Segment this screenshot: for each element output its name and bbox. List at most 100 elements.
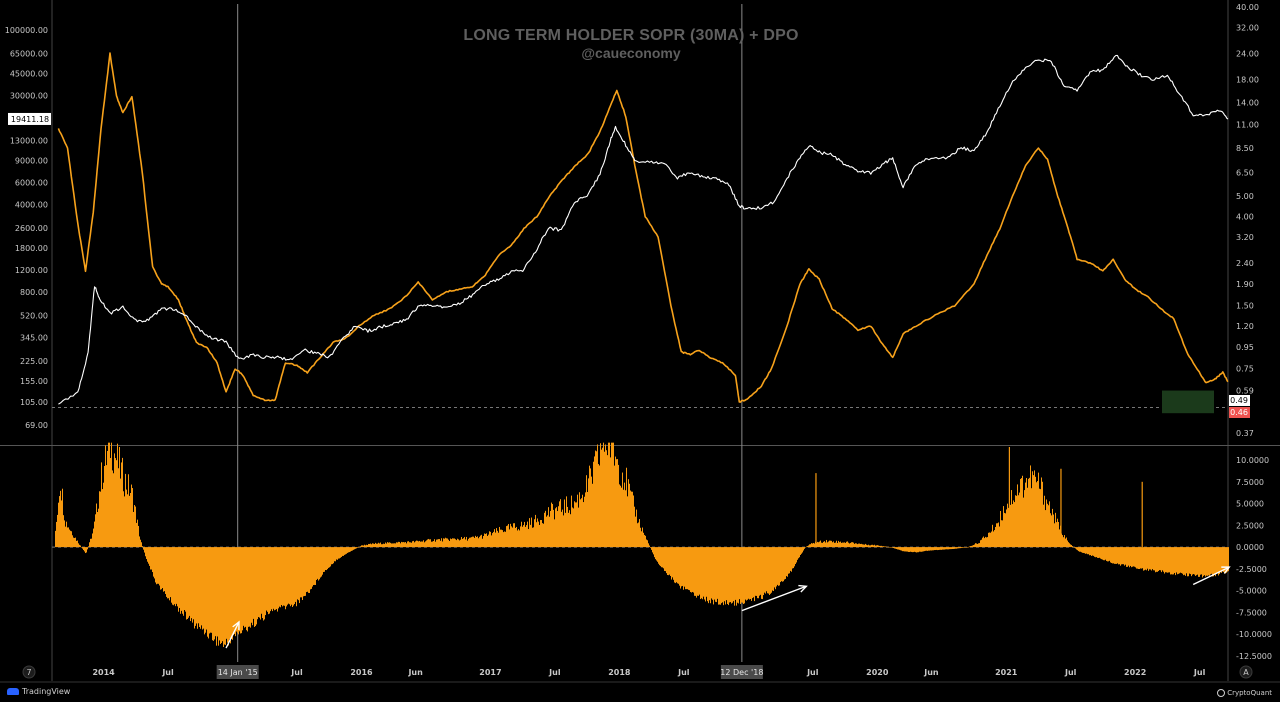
dpo-bar	[468, 538, 469, 548]
dpo-bar	[888, 546, 889, 548]
dpo-bar	[657, 547, 658, 562]
dpo-bar	[1217, 547, 1218, 573]
sopr-line	[57, 52, 1229, 403]
dpo-bar	[686, 547, 687, 590]
dpo-spike-1	[1008, 447, 1010, 548]
dpo-bar	[118, 468, 119, 548]
trend-arrow-0	[225, 621, 240, 649]
dpo-bar	[605, 444, 606, 548]
dpo-bar	[883, 546, 884, 548]
dpo-bar	[386, 543, 387, 548]
dpo-bar	[1181, 547, 1182, 574]
dpo-bar	[162, 547, 163, 589]
dpo-bar	[148, 547, 149, 564]
dpo-bar	[943, 547, 944, 550]
dpo-bar	[641, 531, 642, 548]
dpo-bar	[756, 547, 757, 596]
dpo-bar	[914, 547, 915, 552]
dpo-bar	[152, 547, 153, 573]
dpo-bar	[882, 546, 883, 548]
dpo-bar	[428, 538, 429, 548]
right-tick-label: 40.00	[1236, 3, 1259, 12]
dpo-bar	[729, 547, 730, 603]
dpo-bar	[1110, 547, 1111, 563]
dpo-bar	[529, 518, 530, 548]
dpo-bar	[575, 502, 576, 548]
dpo-bar	[92, 533, 93, 548]
dpo-bar	[512, 527, 513, 548]
left-tick-label: 9000.00	[15, 157, 48, 166]
dpo-bar	[85, 547, 86, 554]
dpo-bar	[59, 496, 60, 548]
left-tick-label: 69.00	[25, 421, 48, 430]
dpo-bar	[1103, 547, 1104, 561]
dpo-bar	[510, 523, 511, 548]
dpo-bar	[962, 547, 963, 548]
dpo-bar	[158, 547, 159, 584]
dpo-bar	[925, 547, 926, 551]
dpo-tick-label: -2.5000	[1236, 565, 1267, 574]
dpo-bar	[447, 538, 448, 548]
dpo-bar	[1002, 520, 1003, 548]
dpo-bar	[451, 539, 452, 548]
dpo-bar	[373, 543, 374, 548]
dpo-bar	[527, 521, 528, 548]
dpo-bar	[1032, 471, 1033, 548]
dpo-bar	[175, 547, 176, 607]
dpo-bar	[486, 533, 487, 548]
dpo-bar	[1223, 547, 1224, 573]
dpo-bar	[570, 514, 571, 548]
dpo-bar	[1124, 547, 1125, 566]
dpo-bar	[804, 547, 805, 549]
dpo-bar	[1111, 547, 1112, 563]
dpo-bar	[648, 543, 649, 548]
dpo-bar	[128, 474, 129, 548]
dpo-bar	[809, 544, 810, 548]
dpo-bar	[1206, 547, 1207, 576]
dpo-bar	[1225, 547, 1226, 574]
dpo-bar	[188, 547, 189, 618]
dpo-bar	[253, 547, 254, 619]
dpo-bar	[525, 526, 526, 548]
dpo-bar	[896, 547, 897, 549]
dpo-bar	[731, 547, 732, 604]
dpo-bar	[1036, 482, 1037, 548]
dpo-bar	[396, 542, 397, 548]
dpo-bar	[1130, 547, 1131, 566]
dpo-bar	[100, 491, 101, 548]
dpo-bar	[222, 547, 223, 642]
dpo-bar	[490, 531, 491, 548]
dpo-bar	[95, 514, 96, 548]
dpo-bar	[1192, 547, 1193, 575]
dpo-bar	[876, 545, 877, 548]
dpo-bar	[502, 530, 503, 548]
dpo-bar	[706, 547, 707, 597]
dpo-bar	[671, 547, 672, 580]
dpo-bar	[746, 547, 747, 601]
dpo-bar	[546, 516, 547, 548]
tradingview-brand[interactable]: TradingView	[7, 687, 70, 696]
dpo-bar	[181, 547, 182, 611]
dpo-bar	[255, 547, 256, 627]
dpo-bar	[536, 522, 537, 548]
dpo-bar	[169, 547, 170, 601]
dpo-bar	[96, 503, 97, 548]
dpo-bar	[705, 547, 706, 602]
dpo-bar	[889, 546, 890, 548]
dpo-bar	[130, 492, 131, 548]
dpo-bar	[539, 524, 540, 548]
dpo-bar	[847, 541, 848, 548]
dpo-bar	[1131, 547, 1132, 568]
dpo-bar	[488, 534, 489, 548]
dpo-bar	[561, 511, 562, 548]
dpo-bar	[301, 547, 302, 598]
dpo-bar	[213, 547, 214, 641]
dpo-bar	[830, 540, 831, 548]
dpo-bar	[1034, 470, 1035, 548]
dpo-bar	[996, 523, 997, 548]
dpo-bar	[1136, 547, 1137, 569]
dpo-bar	[198, 547, 199, 624]
dpo-bar	[975, 543, 976, 548]
dpo-bar	[356, 547, 357, 549]
dpo-bar	[463, 538, 464, 548]
